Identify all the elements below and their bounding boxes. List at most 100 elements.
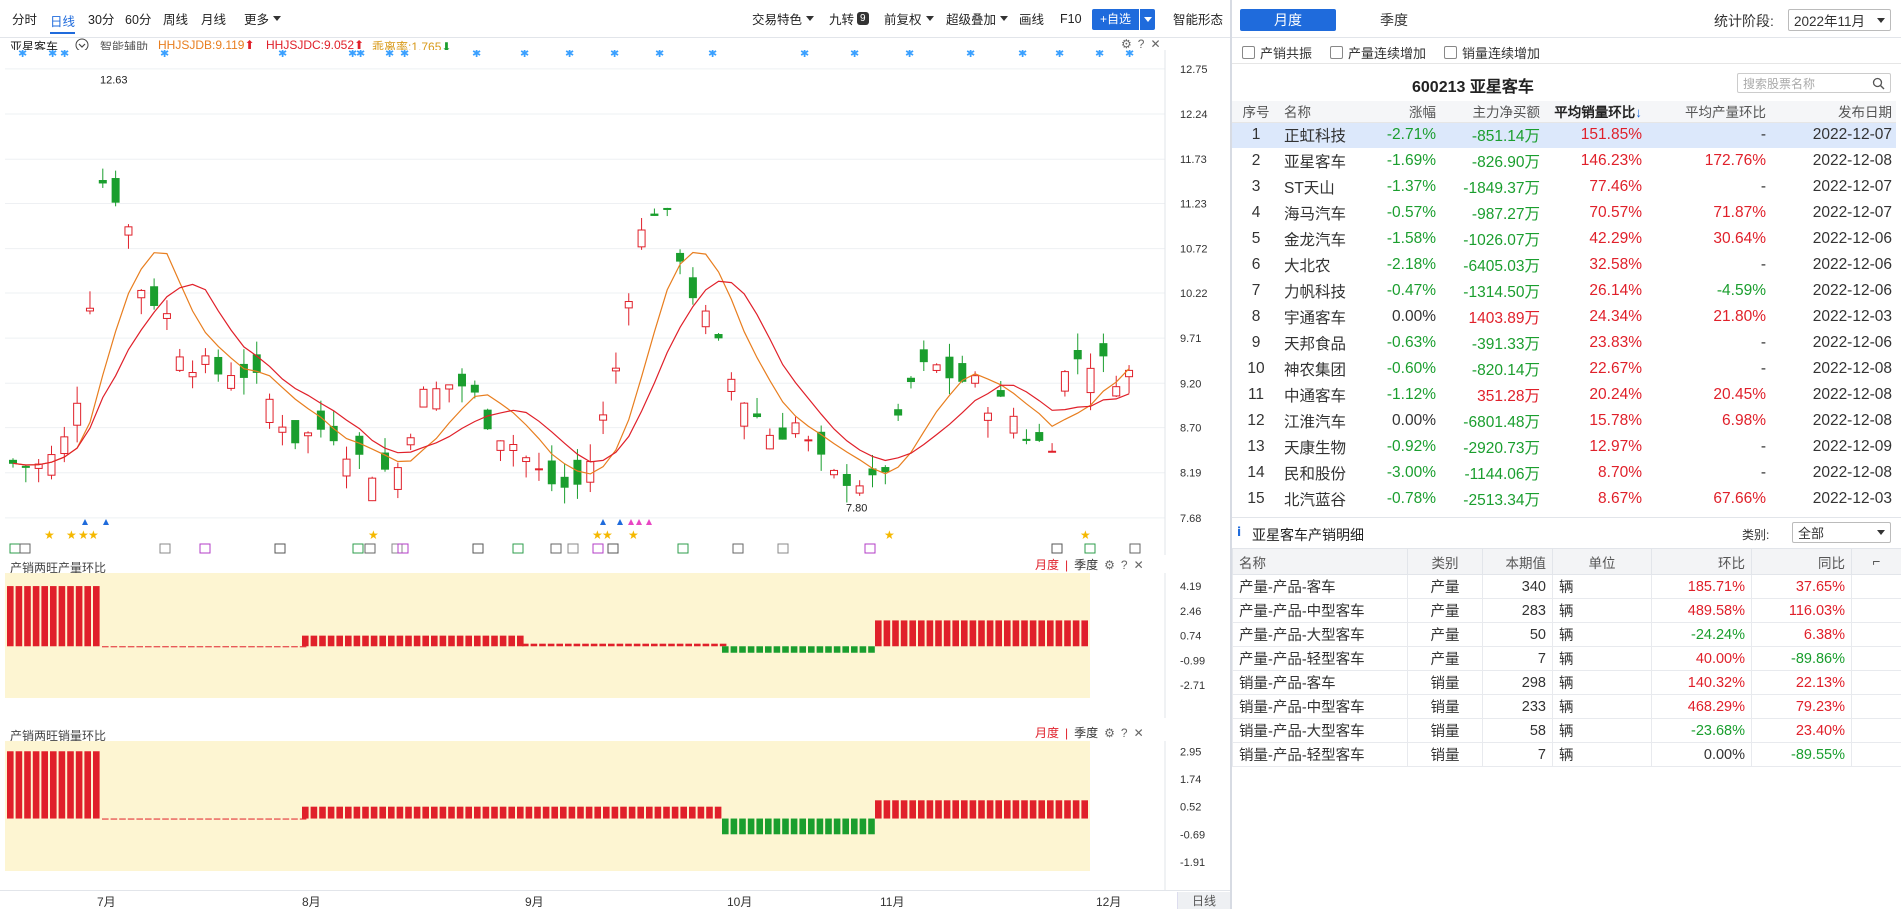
check-prod-increase[interactable]: 产量连续增加 bbox=[1330, 43, 1426, 62]
period-30min[interactable]: 30分 bbox=[88, 9, 114, 28]
col-date[interactable]: 发布日期 bbox=[1770, 101, 1896, 122]
col-index[interactable]: 序号 bbox=[1232, 101, 1280, 122]
search-input[interactable]: 搜索股票名称 bbox=[1743, 75, 1815, 92]
diejia-menu[interactable]: 超级叠加 bbox=[946, 9, 1008, 28]
check-sales-increase[interactable]: 销量连续增加 bbox=[1444, 43, 1540, 62]
kline-chart[interactable]: 12.7512.2411.7311.2310.7210.229.719.208.… bbox=[0, 50, 1230, 555]
cell-index: 8 bbox=[1232, 304, 1280, 330]
settings-icon[interactable]: ⚙ bbox=[1121, 38, 1132, 50]
detail-col-category[interactable]: 类别 bbox=[1408, 549, 1483, 575]
ratio-bar bbox=[935, 620, 942, 646]
panel1-tab-month[interactable]: 月度 bbox=[1035, 559, 1059, 571]
close-icon[interactable]: ✕ bbox=[1134, 559, 1144, 571]
col-name[interactable]: 名称 bbox=[1280, 101, 1372, 122]
smart-pattern-button[interactable]: 智能形态 bbox=[1173, 9, 1223, 28]
category-select[interactable]: 全部 bbox=[1792, 522, 1891, 543]
cell-change: -0.92% bbox=[1372, 434, 1440, 460]
y-tick-label: 10.72 bbox=[1180, 244, 1208, 256]
ratio-bar bbox=[531, 644, 538, 647]
ratio-bar bbox=[1056, 800, 1063, 818]
ratio-bar bbox=[205, 819, 212, 820]
period-weekly[interactable]: 周线 bbox=[163, 9, 188, 28]
draw-line-button[interactable]: 画线 bbox=[1019, 9, 1044, 28]
cell-avg-prod: 20.45% bbox=[1646, 382, 1770, 408]
detail-col-yoy[interactable]: 同比 bbox=[1752, 549, 1852, 575]
help-icon[interactable]: ? bbox=[1138, 38, 1145, 50]
f10-button[interactable]: F10 bbox=[1060, 12, 1082, 26]
close-icon[interactable]: ✕ bbox=[1150, 38, 1160, 50]
search-icon[interactable] bbox=[1872, 77, 1885, 90]
cell-change: -0.57% bbox=[1372, 200, 1440, 226]
x-label-aug: 8月 bbox=[302, 893, 321, 910]
cell-net-buy: -6801.48万 bbox=[1440, 408, 1544, 434]
help-icon[interactable]: ? bbox=[1121, 559, 1128, 571]
ratio-bar bbox=[663, 807, 670, 819]
settings-icon[interactable]: ⚙ bbox=[1104, 727, 1115, 739]
settings-icon[interactable]: ⚙ bbox=[1104, 559, 1115, 571]
panel2-tab-season[interactable]: 季度 bbox=[1074, 727, 1098, 739]
check-resonance[interactable]: 产销共振 bbox=[1242, 43, 1312, 62]
period-selector[interactable]: 日线 bbox=[1177, 892, 1230, 909]
detail-col-value[interactable]: 本期值 bbox=[1483, 549, 1553, 575]
jyts-menu[interactable]: 交易特色 bbox=[752, 9, 814, 28]
col-net-buy[interactable]: 主力净买额 bbox=[1440, 101, 1544, 122]
cell-name: 亚星客车 bbox=[1280, 148, 1372, 174]
period-60min[interactable]: 60分 bbox=[125, 9, 151, 28]
candle-body bbox=[394, 468, 401, 490]
star-icon: ★ bbox=[66, 528, 77, 542]
more-menu[interactable]: 更多 bbox=[244, 9, 281, 28]
period-fenshi[interactable]: 分时 bbox=[12, 9, 37, 28]
detail-cell-category: 销量 bbox=[1408, 671, 1483, 695]
watchlist-dropdown[interactable] bbox=[1139, 9, 1155, 30]
ratio-bar bbox=[1081, 800, 1088, 818]
panel1-tab-season[interactable]: 季度 bbox=[1074, 559, 1098, 571]
col-avg-sales[interactable]: 平均销量环比↓ bbox=[1544, 101, 1646, 122]
stock-search[interactable]: 搜索股票名称 bbox=[1737, 73, 1891, 93]
detail-col-mom[interactable]: 环比 bbox=[1652, 549, 1752, 575]
add-watchlist-button[interactable]: +自选 bbox=[1092, 9, 1155, 30]
cell-index: 3 bbox=[1232, 174, 1280, 200]
stat-period-select[interactable]: 2022年11月 bbox=[1788, 9, 1891, 31]
period-daily[interactable]: 日线 bbox=[50, 11, 75, 34]
help-icon[interactable]: ? bbox=[1121, 727, 1128, 739]
detail-col-unit[interactable]: 单位 bbox=[1553, 549, 1652, 575]
tab-month[interactable]: 月度 bbox=[1240, 9, 1336, 31]
candle-body bbox=[523, 458, 530, 462]
col-avg-prod[interactable]: 平均产量环比 bbox=[1646, 101, 1770, 122]
col-change[interactable]: 涨幅 bbox=[1372, 101, 1440, 122]
ratio-bar bbox=[978, 800, 985, 818]
ratio-bar bbox=[283, 819, 290, 820]
star-icon: ★ bbox=[602, 528, 613, 542]
period-monthly[interactable]: 月线 bbox=[201, 9, 226, 28]
cell-name: 天邦食品 bbox=[1280, 330, 1372, 356]
close-icon[interactable]: ✕ bbox=[1134, 727, 1144, 739]
tab-season[interactable]: 季度 bbox=[1346, 9, 1442, 31]
detail-col-name[interactable]: 名称 bbox=[1233, 549, 1408, 575]
panel2-tab-month[interactable]: 月度 bbox=[1035, 727, 1059, 739]
fuquan-menu[interactable]: 前复权 bbox=[884, 9, 934, 28]
